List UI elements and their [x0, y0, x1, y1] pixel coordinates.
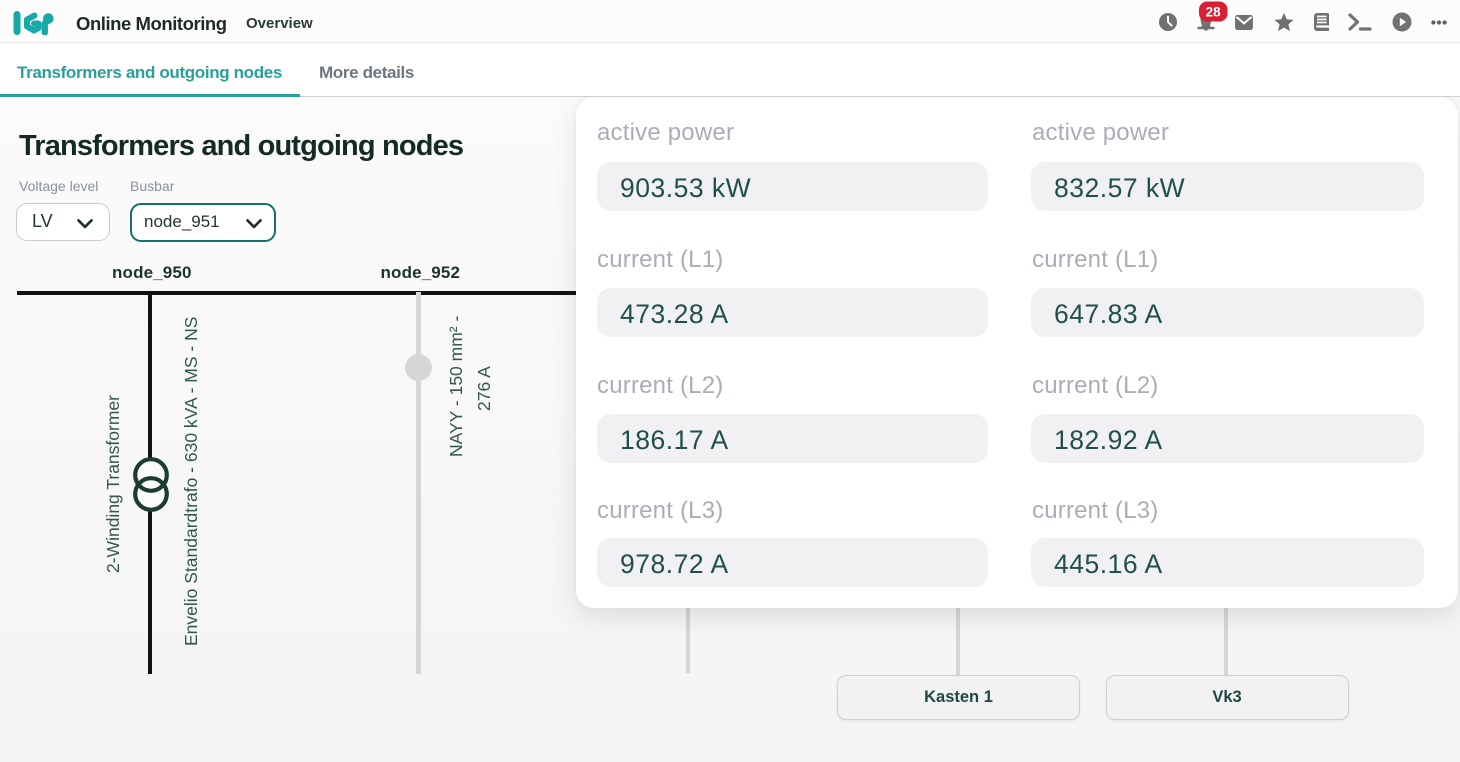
- svg-text:28: 28: [1206, 4, 1222, 19]
